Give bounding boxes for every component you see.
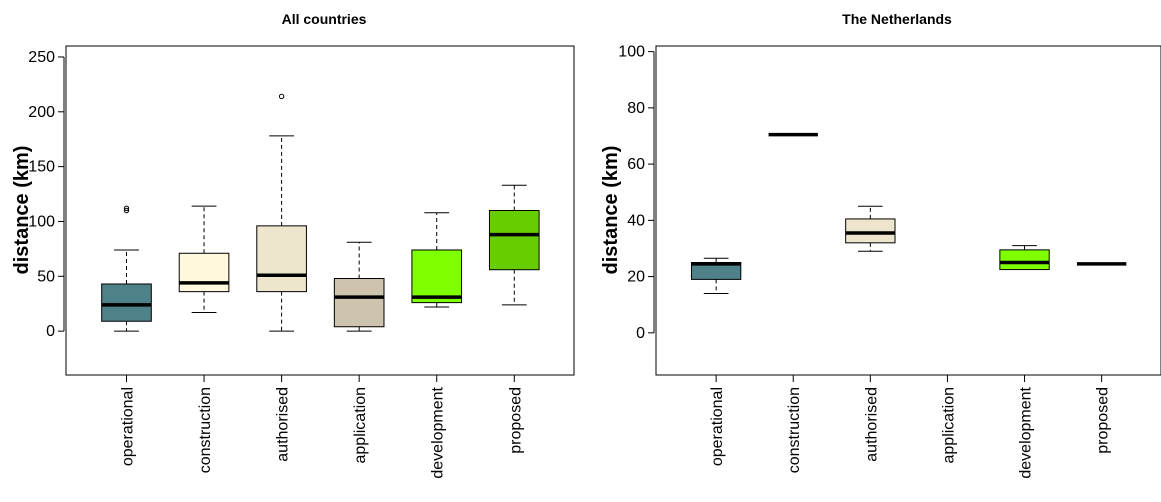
box-proposed: [488, 184, 540, 306]
y-tick-label: 0: [636, 325, 645, 342]
outlier-point: [123, 205, 130, 212]
box-authorised: [256, 93, 307, 332]
y-tick-label: 80: [627, 100, 645, 117]
y-axis-label: distance (km): [11, 146, 33, 275]
y-tick-label: 50: [37, 268, 55, 285]
y-tick-label: 100: [28, 213, 55, 230]
x-tick-label: authorised: [863, 387, 880, 462]
y-tick-label: 0: [46, 323, 55, 340]
box-development: [411, 212, 463, 308]
y-tick-label: 40: [627, 212, 645, 229]
outlier-point: [123, 207, 130, 214]
box-body: [845, 218, 896, 244]
box-construction: [178, 205, 230, 313]
x-tick-label: construction: [197, 387, 214, 473]
box-body: [411, 249, 463, 304]
box-body: [178, 252, 230, 293]
panel-netherlands: The Netherlands distance (km) 0 20 40 60 80 1…: [600, 11, 1161, 479]
y-tick-label: 100: [618, 44, 645, 61]
y-axis-label: distance (km): [600, 146, 622, 275]
x-tick-label: application: [352, 387, 369, 464]
x-tick-label: application: [940, 387, 957, 464]
x-tick-label: operational: [119, 387, 136, 466]
x-tick-label: operational: [709, 387, 726, 466]
box-development: [999, 245, 1050, 271]
y-tick-label: 150: [28, 159, 55, 176]
y-tick-label: 250: [28, 49, 55, 66]
chart-title: The Netherlands: [842, 11, 952, 27]
plot-frame: [655, 45, 1161, 376]
x-tick-label: authorised: [275, 387, 292, 462]
box-body: [333, 277, 385, 328]
x-tick-label: proposed: [507, 387, 524, 454]
box-body: [488, 210, 540, 271]
box-body: [999, 249, 1050, 271]
box-application: [333, 241, 385, 332]
y-tick-label: 200: [28, 104, 55, 121]
x-tick-label: development: [1018, 386, 1035, 478]
x-tick-label: proposed: [1095, 387, 1112, 454]
y-tick-label: 20: [627, 269, 645, 286]
x-tick-label: construction: [786, 387, 803, 473]
x-tick-label: development: [430, 386, 447, 478]
box-body: [256, 225, 307, 293]
outlier-point: [278, 93, 285, 100]
box-authorised: [845, 205, 896, 252]
box-operational: [101, 205, 152, 332]
panel-all-countries: All countries distance (km) 0 50 100 150 200…: [11, 11, 575, 479]
box-operational: [690, 257, 742, 294]
y-tick-label: 60: [627, 156, 645, 173]
chart-title: All countries: [282, 11, 367, 27]
box-body: [101, 283, 152, 322]
